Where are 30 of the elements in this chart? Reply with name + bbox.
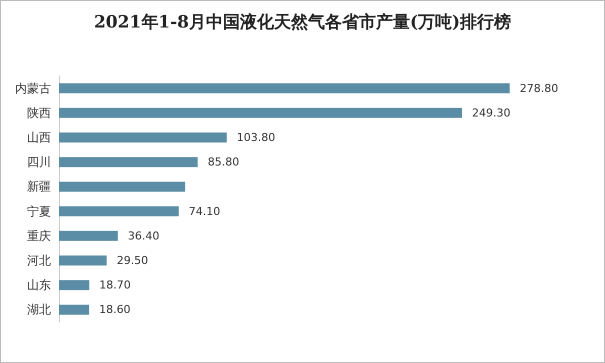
bar [59, 83, 510, 94]
data-label: 18.60 [99, 303, 131, 316]
y-tick-label: 宁夏 [27, 204, 51, 218]
data-label: 278.80 [520, 82, 558, 95]
data-label: 18.70 [99, 278, 131, 292]
bar [59, 230, 118, 241]
y-tick-label: 湖北 [27, 302, 51, 317]
bar [59, 157, 198, 168]
data-label: 103.80 [236, 131, 276, 144]
bar [59, 182, 186, 192]
bar [59, 108, 462, 118]
data-label: 36.40 [128, 229, 160, 242]
y-tick-label: 陕西 [27, 106, 51, 120]
bar [59, 280, 90, 290]
y-tick-label: 重庆 [27, 228, 51, 243]
data-label: 85.80 [208, 156, 240, 169]
y-tick-label: 四川 [27, 155, 51, 170]
bar [59, 304, 90, 315]
data-label: 249.30 [472, 106, 511, 120]
data-label: 74.10 [188, 204, 220, 218]
y-tick-label: 内蒙古 [15, 81, 51, 96]
data-label: 29.50 [116, 254, 148, 267]
bar [59, 206, 179, 216]
chart-title: 2021年1-8月中国液化天然气各省市产量(万吨)排行榜 [94, 12, 512, 32]
y-tick-label: 山东 [27, 278, 51, 292]
bar [59, 256, 107, 266]
y-tick-label: 新疆 [27, 180, 51, 194]
bar [59, 132, 227, 142]
y-tick-label: 河北 [27, 254, 51, 268]
y-tick-label: 山西 [27, 130, 51, 144]
